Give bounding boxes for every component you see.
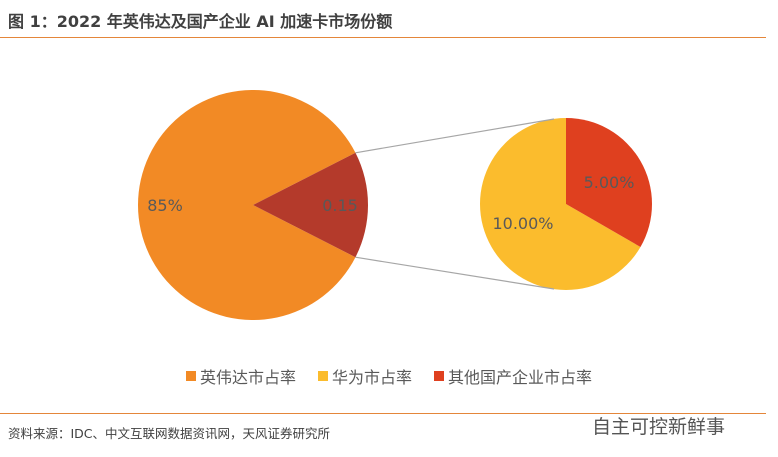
legend-swatch: [185, 371, 196, 381]
pie-slice-secondary-0: [480, 118, 641, 290]
source-note: 资料来源：IDC、中文互联网数据资讯网，天风证券研究所: [8, 426, 331, 441]
title-divider: [0, 37, 766, 38]
figure-title: 图 1：2022 年英伟达及国产企业 AI 加速卡市场份额: [8, 12, 393, 31]
legend: 英伟达市占率 华为市占率 其他国产企业市占率: [0, 364, 778, 388]
data-label-main-0: 85%: [147, 196, 183, 215]
legend-label: 华为市占率: [331, 368, 412, 387]
pie-of-pie-chart: 85% 0.15 10.00% 5.00%: [137, 89, 652, 320]
watermark: 自主可控新鲜事: [592, 416, 726, 438]
connector-line-top: [355, 118, 555, 154]
footer-divider: [0, 413, 766, 414]
legend-item: 英伟达市占率: [185, 364, 296, 388]
data-label-secondary-1: 5.00%: [584, 173, 635, 192]
legend-label: 英伟达市占率: [199, 368, 296, 387]
data-label-main-1: 0.15: [322, 196, 358, 215]
legend-item: 华为市占率: [317, 364, 412, 388]
pie-slice-secondary-1: [566, 118, 652, 247]
legend-item: 其他国产企业市占率: [434, 364, 592, 388]
pie-slice-main-1: [253, 152, 368, 258]
connector-line-bottom: [355, 256, 555, 290]
legend-swatch: [317, 371, 328, 381]
legend-swatch: [434, 371, 444, 381]
legend-label: 其他国产企业市占率: [448, 368, 593, 387]
pie-slice-main-0: [137, 89, 356, 320]
data-label-secondary-0: 10.00%: [492, 214, 553, 233]
